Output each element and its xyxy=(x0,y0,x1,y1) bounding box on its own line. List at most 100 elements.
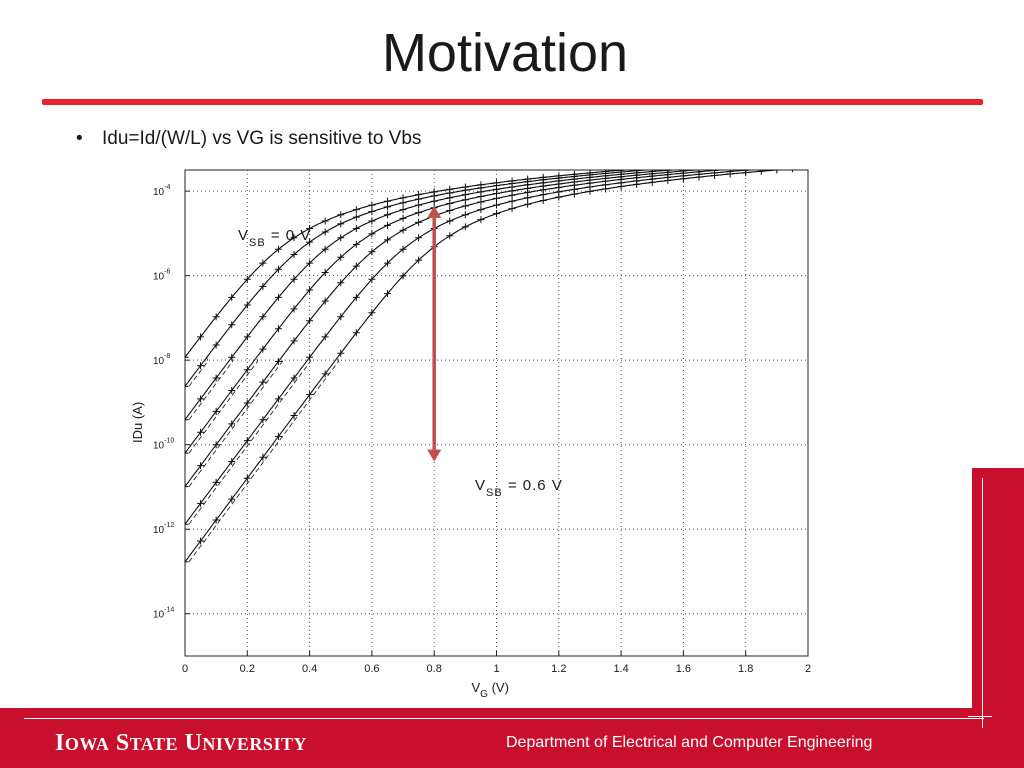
series-marker xyxy=(383,211,391,219)
series-marker xyxy=(805,162,812,169)
y-tick-label: 10-8 xyxy=(153,353,170,367)
series-marker xyxy=(352,206,360,214)
series-marker xyxy=(306,286,314,294)
series-marker xyxy=(446,217,454,225)
series-marker xyxy=(290,234,298,242)
series-marker xyxy=(461,202,469,210)
series-marker xyxy=(399,272,407,280)
series-marker xyxy=(243,366,251,374)
series-marker xyxy=(773,162,780,169)
series-marker xyxy=(711,161,718,168)
series-marker xyxy=(290,305,298,313)
y-tick-label: 10-14 xyxy=(153,607,174,621)
series-marker xyxy=(228,353,236,361)
series-marker xyxy=(415,195,423,203)
series-marker xyxy=(633,180,641,188)
series-marker xyxy=(758,160,765,164)
series-marker xyxy=(243,275,251,283)
series-marker xyxy=(602,185,610,193)
series-marker xyxy=(321,297,329,305)
series-marker xyxy=(259,378,267,386)
series-marker xyxy=(383,259,391,267)
series-marker xyxy=(617,183,625,191)
series-marker xyxy=(185,382,189,390)
series-marker xyxy=(368,275,376,283)
series-marker xyxy=(446,199,454,207)
series-marker xyxy=(306,225,314,233)
series-marker xyxy=(259,282,267,290)
series-marker xyxy=(805,160,812,163)
series-marker xyxy=(274,325,282,333)
series-marker xyxy=(243,301,251,309)
series-marker xyxy=(212,441,220,449)
series-marker xyxy=(306,317,314,325)
shift-arrow-head-top xyxy=(427,205,442,218)
series-marker xyxy=(368,248,376,256)
series-marker xyxy=(773,161,780,168)
series-marker xyxy=(570,190,578,198)
footer-divider xyxy=(24,718,984,719)
series-marker xyxy=(773,170,781,174)
series-marker xyxy=(197,428,205,436)
series-marker xyxy=(524,194,532,202)
series-marker xyxy=(430,197,438,205)
series-marker xyxy=(758,160,765,167)
series-marker xyxy=(321,228,329,236)
series-group xyxy=(185,170,808,566)
series-marker xyxy=(321,245,329,253)
series-marker xyxy=(805,160,812,167)
series-marker xyxy=(185,483,189,491)
y-tick-label: 10-12 xyxy=(153,522,174,536)
series-marker xyxy=(726,170,734,178)
series-marker xyxy=(493,194,500,202)
series-marker xyxy=(274,395,282,403)
series-marker xyxy=(383,203,391,211)
series-marker xyxy=(228,420,236,428)
x-tick-label: 0 xyxy=(182,663,188,675)
y-axis-label: IDu (A) xyxy=(130,402,145,443)
series-marker xyxy=(274,357,282,365)
series-marker xyxy=(212,374,220,382)
series-marker xyxy=(274,265,282,273)
series-marker xyxy=(212,478,220,486)
series-marker xyxy=(259,416,267,424)
series-marker xyxy=(664,177,672,185)
bullet-item: • Idu=Id/(W/L) vs VG is sensitive to Vbs xyxy=(76,128,421,150)
x-tick-label: 0.8 xyxy=(427,663,442,675)
series-marker xyxy=(539,196,547,204)
series-marker xyxy=(714,170,716,171)
series-marker xyxy=(791,170,793,171)
series-marker xyxy=(228,457,236,465)
series-marker xyxy=(337,253,345,261)
series-marker xyxy=(383,290,391,298)
series-marker xyxy=(415,209,423,217)
series-marker xyxy=(789,160,796,163)
series-marker xyxy=(555,193,563,201)
series-marker xyxy=(290,374,298,382)
series-marker xyxy=(524,200,532,208)
side-divider-horizontal xyxy=(968,716,992,717)
series-marker xyxy=(228,321,236,329)
series-marker xyxy=(758,162,765,169)
series-marker xyxy=(368,208,376,216)
series-marker xyxy=(461,196,469,204)
series-marker xyxy=(727,160,734,167)
department-name: Department of Electrical and Computer En… xyxy=(506,734,873,751)
series-marker xyxy=(742,170,750,177)
y-tick-label: 10-10 xyxy=(153,438,174,452)
series-marker xyxy=(742,160,749,166)
series-marker xyxy=(695,162,702,169)
series-marker xyxy=(243,437,251,445)
series-marker xyxy=(212,341,220,349)
series-marker xyxy=(352,293,360,301)
series-marker xyxy=(243,399,251,407)
x-axis-label: VG (V) xyxy=(472,680,509,700)
series-marker xyxy=(321,370,329,378)
series-model-line xyxy=(188,170,754,525)
y-tick-label: 10-4 xyxy=(153,184,170,198)
series-marker xyxy=(306,353,314,361)
series-marker xyxy=(185,520,189,528)
series-marker xyxy=(508,197,516,205)
series-marker xyxy=(727,160,734,166)
series-marker xyxy=(477,216,485,224)
